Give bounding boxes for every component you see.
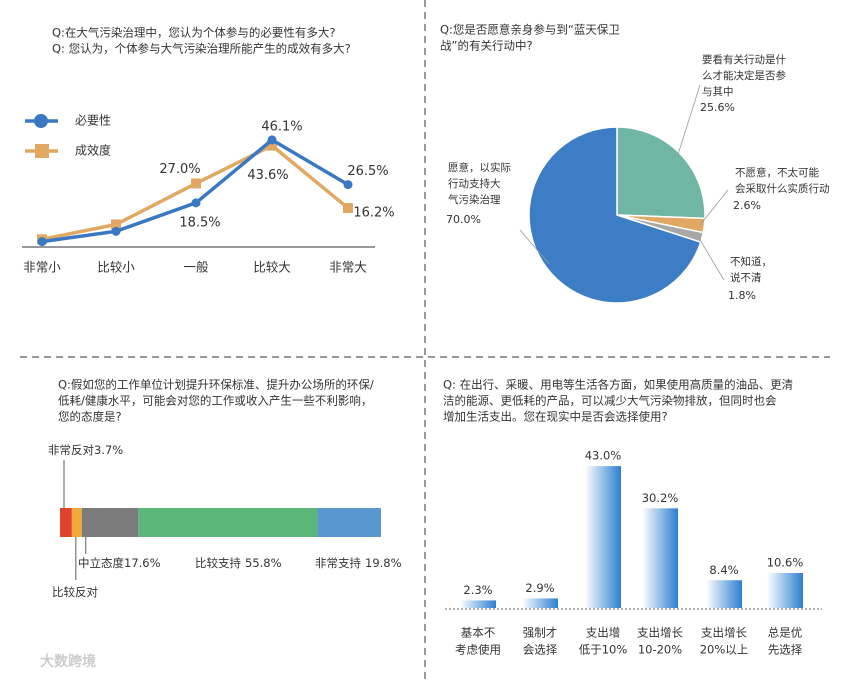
slice-label: 气污染治理 — [448, 193, 501, 206]
segment-label: 比较反对 — [52, 585, 98, 599]
legend-marker — [34, 114, 48, 128]
x-tick-label: 非常小 — [23, 260, 61, 275]
marker — [343, 180, 353, 190]
slice-label: 行动支持大 — [448, 177, 501, 190]
chart-title: Q:您是否愿意亲身参与到“蓝天保卫 — [440, 23, 620, 37]
bar-segment — [71, 508, 82, 537]
pie-slice — [528, 126, 702, 304]
chart-title: 您的态度是? — [58, 410, 122, 424]
x-tick-label: 基本不 — [461, 626, 496, 640]
marker — [267, 135, 277, 145]
bar-segment — [317, 508, 381, 537]
value: 55.8% — [245, 556, 282, 570]
segment-label: 比较支持 55.8% — [195, 556, 282, 570]
category: 比较支持 — [195, 556, 241, 570]
chart-title: 洁的能源、更低耗的产品，可以减少大气污染物排放，但同时也会 — [443, 394, 777, 408]
category: 比较反对 — [52, 585, 98, 599]
segment-label: 非常反对3.7% — [48, 443, 123, 457]
marker — [267, 140, 277, 151]
x-tick-label: 会选择 — [523, 643, 558, 657]
data-label: 2.6% — [733, 199, 761, 212]
x-tick-label: 比较小 — [97, 260, 135, 275]
data-label: 46.1% — [261, 119, 302, 134]
slice-label: 说不清 — [730, 271, 762, 284]
marker — [343, 203, 353, 214]
x-tick-label: 支出增 — [586, 626, 621, 640]
slice-label: 不愿意，不太可能 — [735, 166, 819, 179]
slice-label: 与其中 — [702, 85, 734, 98]
bar — [642, 508, 678, 608]
chart-title: Q:假如您的工作单位计划提升环保标准、提升办公场所的环保/ — [58, 378, 374, 392]
leader-line — [699, 189, 729, 226]
marker — [111, 219, 121, 230]
data-label: 26.5% — [347, 164, 388, 179]
data-label: 27.0% — [159, 162, 200, 177]
x-tick-label: 非常大 — [329, 260, 367, 275]
chart-title: Q: 您认为，个体参与大气污染治理所能产生的成效有多大? — [52, 42, 351, 56]
leader-line — [697, 236, 725, 281]
leader-line — [676, 84, 701, 158]
x-tick-label: 强制才 — [523, 626, 558, 640]
value: 19.8% — [365, 556, 402, 570]
slice-label: 会采取什么实质行动 — [735, 182, 830, 195]
x-tick-label: 总是优 — [768, 626, 803, 640]
segment-label: 非常支持 19.8% — [315, 556, 402, 570]
watermark: 大数跨境 — [40, 653, 96, 670]
chart-title: Q:在大气污染治理中，您认为个体参与的必要性有多大? — [52, 26, 336, 40]
x-tick-label: 考虑使用 — [455, 643, 501, 657]
data-label: 1.8% — [728, 289, 756, 302]
slice-label: 不知道， — [730, 255, 772, 268]
category: 非常反对 — [48, 443, 94, 457]
data-label: 10.6% — [767, 556, 804, 570]
data-label: 2.3% — [463, 583, 492, 597]
data-label: 70.0% — [446, 213, 481, 226]
data-label: 30.2% — [642, 491, 679, 505]
x-tick-label: 20%以上 — [700, 643, 749, 657]
chart-title: 低耗/健康水平，可能会对您的工作或收入产生一些不利影响， — [58, 394, 372, 408]
marker — [111, 226, 121, 236]
x-tick-label: 支出增长 — [637, 626, 683, 640]
bar — [767, 573, 803, 608]
value: 17.6% — [124, 556, 161, 570]
value: 3.7% — [94, 443, 123, 457]
x-tick-label: 低于10% — [579, 643, 628, 657]
data-label: 8.4% — [709, 563, 738, 577]
legend-label: 成效度 — [75, 143, 111, 158]
data-label: 2.9% — [525, 581, 554, 595]
marker — [191, 198, 201, 208]
pie-slice — [616, 126, 706, 220]
x-tick-label: 支出增长 — [701, 626, 747, 640]
data-label: 25.6% — [700, 101, 735, 114]
bar — [706, 580, 742, 608]
category: 中立态度 — [78, 556, 124, 570]
data-label: 43.0% — [585, 449, 622, 463]
marker — [191, 178, 201, 189]
chart-title: 增加生活支出。您在现实中是否会选择使用? — [443, 410, 668, 424]
slice-label: 愿意，以实际 — [448, 161, 511, 174]
data-label: 43.6% — [247, 168, 288, 183]
chart-title: Q: 在出行、采暖、用电等生活各方面，如果使用高质量的油品、更清 — [443, 378, 793, 392]
bar — [460, 600, 496, 608]
data-label: 16.2% — [353, 206, 394, 221]
data-label: 18.5% — [179, 215, 220, 230]
x-tick-label: 先选择 — [768, 643, 803, 657]
legend-label: 必要性 — [75, 114, 111, 128]
x-tick-label: 10-20% — [638, 643, 682, 657]
bar — [585, 466, 621, 608]
segment-label: 中立态度17.6% — [78, 556, 161, 570]
leader-line — [519, 229, 550, 265]
bar — [522, 598, 558, 608]
bar-segment — [60, 508, 72, 537]
legend-marker — [35, 144, 49, 158]
slice-label: 么才能决定是否参 — [702, 69, 786, 82]
marker — [37, 237, 47, 247]
x-tick-label: 一般 — [183, 260, 209, 275]
category: 非常支持 — [315, 556, 361, 570]
slice-label: 要看有关行动是什 — [702, 53, 786, 66]
bar-segment — [81, 508, 139, 537]
x-tick-label: 比较大 — [253, 260, 291, 275]
chart-title: 战”的有关行动中? — [440, 39, 533, 53]
bar-segment — [138, 508, 318, 537]
